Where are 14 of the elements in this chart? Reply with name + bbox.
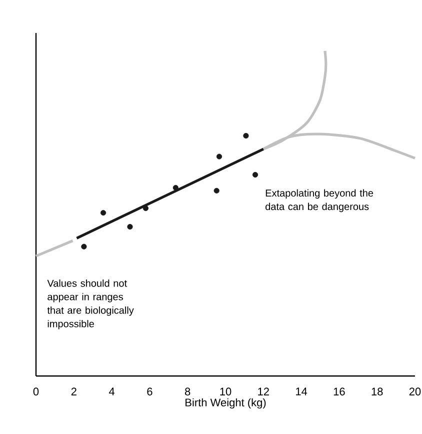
x-tick-label: 8 [185, 388, 190, 396]
x-tick-label: 2 [71, 388, 76, 396]
x-tick-label: 10 [220, 388, 232, 396]
x-tick-label: 12 [258, 388, 269, 396]
x-tick-label: 4 [108, 388, 115, 396]
x-tick-label: 18 [372, 388, 383, 396]
x-tick-label: 6 [147, 388, 152, 396]
x-tick-label: 14 [296, 388, 308, 396]
x-axis-title: Birth Weight (kg) [186, 398, 266, 409]
x-tick-label: 20 [409, 388, 421, 396]
annotation: Extapolating beyond the data can be dangerous [266, 189, 374, 212]
x-tick-label: 0 [33, 388, 39, 396]
annotation: Values should not appear in ranges that are biologically impossible [47, 279, 134, 330]
x-tick-label: 16 [334, 388, 345, 396]
